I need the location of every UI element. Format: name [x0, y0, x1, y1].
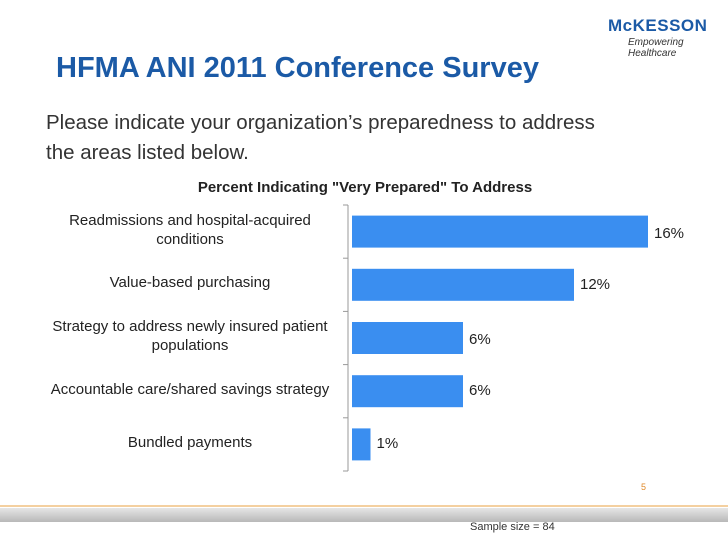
category-label: Bundled payments — [127, 433, 253, 451]
title: HFMA ANI 2011 Conference Survey — [56, 52, 539, 84]
bar — [352, 322, 463, 354]
footer-strip — [0, 508, 728, 522]
value-label: 16% — [654, 224, 685, 242]
chart-title: Percent Indicating "Very Prepared" To Ad… — [197, 179, 533, 196]
footnote: Sample size = 84 — [470, 521, 555, 533]
subtitle: Please indicate your organization’s prep… — [46, 111, 595, 164]
tagline: Empowering Healthcare — [628, 37, 684, 59]
category-label: Strategy to address newly insured patien… — [52, 318, 328, 354]
category-label: Accountable care/shared savings strategy — [50, 380, 330, 398]
bar — [352, 375, 463, 408]
value-label: 1% — [376, 435, 399, 453]
bar — [352, 215, 648, 248]
category-label: Readmissions and hospital-acquired condi… — [69, 211, 311, 248]
value-label: 12% — [580, 275, 611, 293]
value-label: 6% — [469, 331, 491, 348]
bar — [352, 428, 371, 461]
page-number: 5 — [641, 482, 647, 492]
category-label: Value-based purchasing — [109, 274, 271, 292]
logo: McKESSON — [608, 16, 708, 35]
bar — [352, 268, 574, 301]
value-label: 6% — [469, 382, 491, 400]
